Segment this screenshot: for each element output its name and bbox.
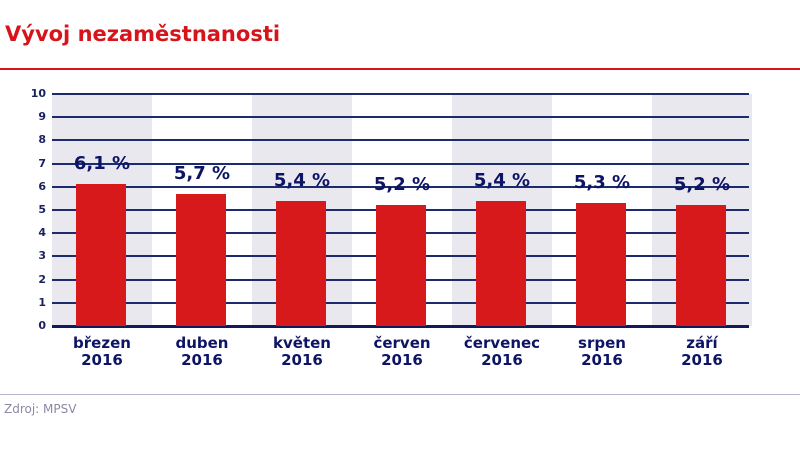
month-label: březen: [73, 334, 131, 352]
gridline: [52, 139, 749, 142]
y-tick-label: 8: [38, 133, 46, 147]
x-axis-label: květen 2016: [252, 335, 352, 369]
x-axis-label: červen 2016: [352, 335, 452, 369]
value-label: 5,2 %: [373, 174, 431, 196]
value-label: 5,2 %: [673, 174, 731, 196]
gridline: [52, 325, 749, 328]
y-tick-label: 6: [38, 179, 46, 193]
source-note: Zdroj: MPSV: [4, 402, 77, 416]
y-tick-label: 1: [38, 295, 46, 309]
x-axis-label: červenec 2016: [452, 335, 552, 369]
bar[interactable]: [676, 205, 726, 326]
bar[interactable]: [176, 193, 226, 326]
y-tick-label: 5: [38, 203, 46, 216]
y-tick-label: 2: [38, 272, 46, 286]
gridline: [52, 93, 749, 95]
year-label: 2016: [581, 351, 623, 369]
value-label: 5,4 %: [273, 169, 331, 191]
y-tick-label: 7: [38, 156, 46, 170]
gridline: [52, 162, 749, 165]
value-label: 5,3 %: [573, 172, 631, 194]
year-label: 2016: [481, 351, 523, 369]
value-label: 5,4 %: [473, 169, 531, 191]
bar[interactable]: [76, 184, 126, 326]
year-label: 2016: [681, 351, 723, 369]
month-label: červen: [373, 334, 431, 352]
y-tick-label: 9: [38, 110, 46, 124]
y-tick-label: 10: [30, 87, 46, 100]
month-label: květen: [273, 334, 331, 352]
bar[interactable]: [576, 203, 626, 326]
y-tick-label: 0: [38, 319, 46, 332]
x-axis-label: březen 2016: [52, 335, 152, 369]
gridline: [52, 116, 749, 119]
bar[interactable]: [476, 200, 526, 326]
y-tick-label: 3: [38, 249, 46, 263]
month-label: srpen: [578, 334, 626, 352]
month-label: září: [686, 334, 718, 352]
year-label: 2016: [281, 351, 323, 369]
footer-divider: [0, 394, 800, 395]
bar[interactable]: [376, 205, 426, 326]
month-label: červenec: [463, 334, 541, 352]
x-axis-label: září 2016: [652, 335, 752, 369]
bar[interactable]: [276, 200, 326, 326]
value-label: 6,1 %: [73, 153, 131, 175]
year-label: 2016: [181, 351, 223, 369]
year-label: 2016: [381, 351, 423, 369]
title-divider: [0, 68, 800, 70]
month-label: duben: [175, 334, 229, 352]
y-tick-label: 4: [38, 226, 46, 240]
gridline: [52, 185, 749, 188]
value-label: 5,7 %: [173, 162, 231, 184]
chart-title: Vývoj nezaměstnanosti: [5, 22, 281, 46]
year-label: 2016: [81, 351, 123, 369]
x-axis-label: srpen 2016: [552, 335, 652, 369]
x-axis-label: duben 2016: [152, 335, 252, 369]
